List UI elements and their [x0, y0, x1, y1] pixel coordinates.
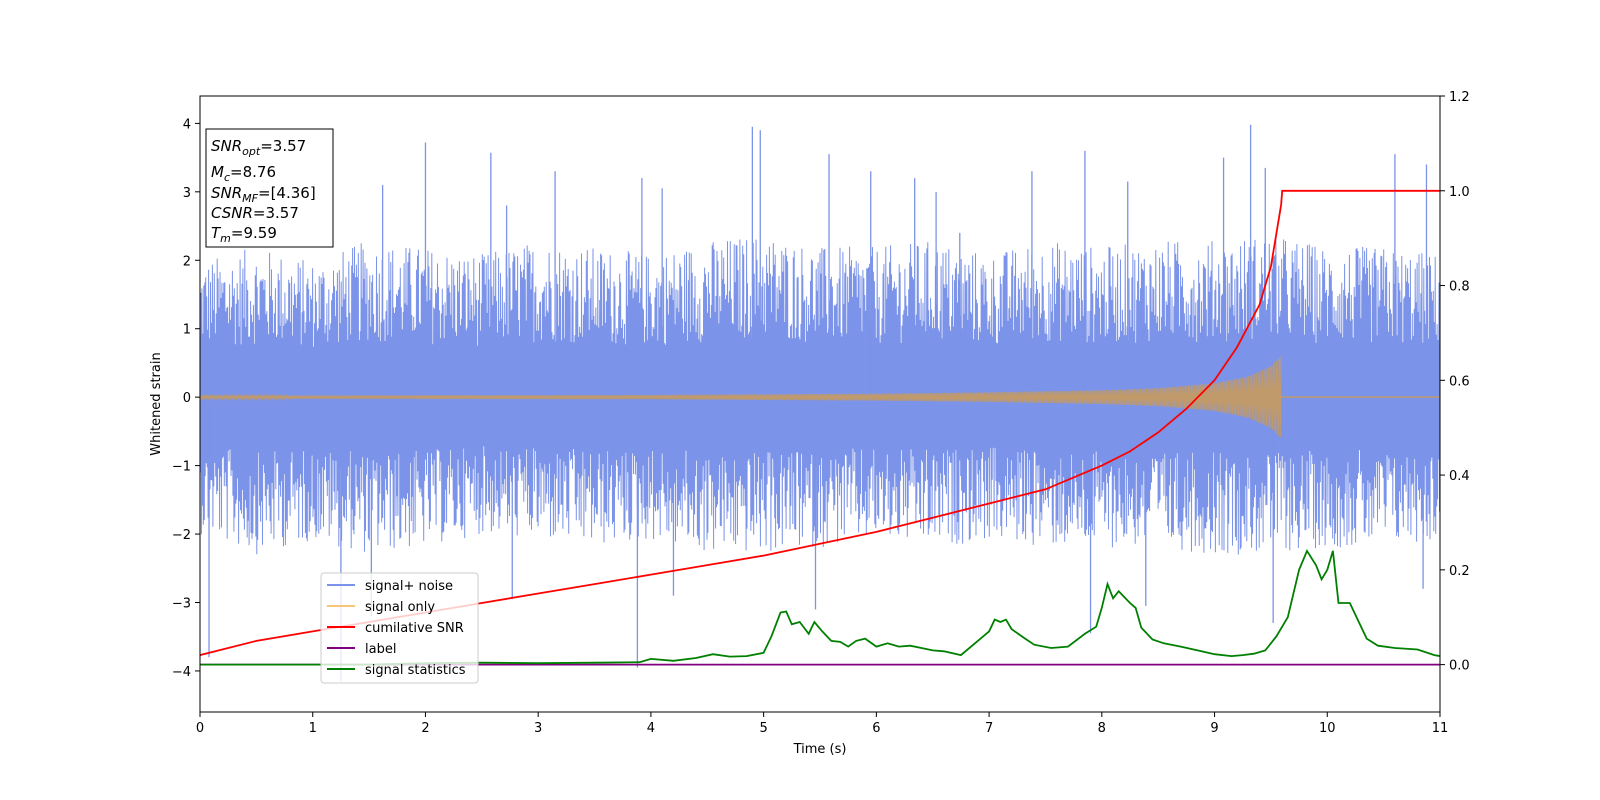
y-left-tick-label: −3 — [172, 596, 191, 611]
y-left-tick-label: 4 — [183, 117, 191, 132]
x-axis: 0 1 2 3 4 5 6 7 8 9 10 11 — [196, 712, 1448, 736]
plot-frame — [199, 95, 1441, 713]
y-left-tick-label: 3 — [183, 186, 191, 201]
y-axis-label: Whitened strain — [149, 352, 164, 455]
legend-item-cumulative-snr: cumilative SNR — [327, 621, 464, 636]
y-right-tick-label: 0.6 — [1449, 374, 1470, 389]
y-left-tick-label: −4 — [172, 665, 191, 680]
legend-box — [320, 572, 479, 684]
y-left-tick-label: 1 — [183, 323, 191, 338]
x-tick-label: 9 — [1210, 721, 1218, 736]
annotation-snr-opt: SNRopt=3.57 — [211, 137, 306, 158]
legend-label: label — [365, 642, 396, 657]
series-signal-only-chirp — [200, 356, 1282, 438]
y-right-tick-label: 1.0 — [1449, 185, 1470, 200]
x-tick-label: 2 — [421, 721, 429, 736]
x-tick-label: 5 — [759, 721, 767, 736]
legend-label: signal statistics — [365, 663, 466, 678]
annotation-csnr: CSNR=3.57 — [211, 204, 299, 222]
annotation-snr-mf: SNRMF=[4.36] — [211, 184, 316, 205]
y-right-tick-label: 0.2 — [1449, 564, 1470, 579]
x-axis-label: Time (s) — [793, 742, 847, 757]
x-tick-label: 0 — [196, 721, 204, 736]
y-left-tick-label: −1 — [172, 460, 191, 475]
annotation-mc: Mc=8.76 — [211, 163, 276, 184]
x-tick-label: 7 — [985, 721, 993, 736]
y-axis-right: 0.0 0.2 0.4 0.6 0.8 1.0 1.2 — [1440, 90, 1470, 674]
legend-item-label: label — [327, 642, 396, 657]
x-tick-label: 1 — [309, 721, 317, 736]
annotation-tm: Tm=9.59 — [211, 224, 277, 245]
x-tick-label: 11 — [1432, 721, 1449, 736]
annotation-box: SNRopt=3.57 Mc=8.76 SNRMF=[4.36] CSNR=3.… — [205, 128, 334, 248]
x-tick-label: 6 — [872, 721, 880, 736]
legend-item-signal-statistics: signal statistics — [327, 663, 466, 678]
y-right-tick-label: 0.8 — [1449, 280, 1470, 295]
y-left-tick-label: −2 — [172, 528, 191, 543]
y-left-tick-label: 2 — [183, 254, 191, 269]
series-signal-noise-trace — [200, 235, 1440, 555]
legend-label: cumilative SNR — [365, 621, 464, 636]
y-axis-left: −4 −3 −2 −1 0 1 2 3 4 — [172, 117, 200, 680]
legend-item-signal-only: signal only — [327, 600, 435, 615]
series-signal-statistics-line — [200, 548, 1440, 666]
y-right-tick-label: 0.4 — [1449, 469, 1470, 484]
x-tick-label: 4 — [647, 721, 655, 736]
legend-item-signal-noise: signal+ noise — [327, 579, 453, 594]
legend-label: signal+ noise — [365, 579, 453, 594]
y-right-tick-label: 0.0 — [1449, 659, 1470, 674]
y-left-tick-label: 0 — [183, 391, 191, 406]
y-right-tick-label: 1.2 — [1449, 90, 1470, 105]
x-tick-label: 3 — [534, 721, 542, 736]
plot-area — [200, 124, 1440, 682]
x-tick-label: 8 — [1098, 721, 1106, 736]
x-tick-label: 10 — [1319, 721, 1336, 736]
legend-label: signal only — [365, 600, 435, 615]
legend: signal+ noise signal only cumilative SNR… — [320, 572, 479, 684]
